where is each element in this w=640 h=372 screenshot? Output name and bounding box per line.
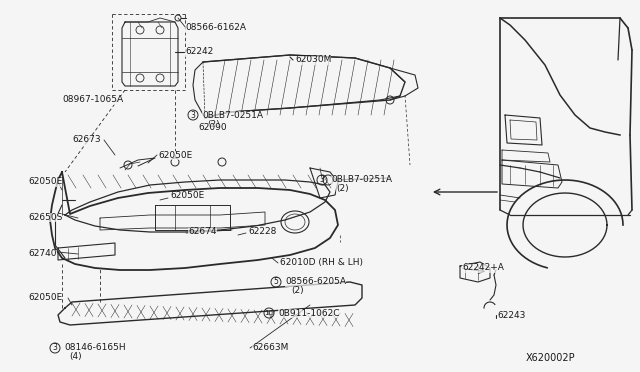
- Text: 62030M: 62030M: [295, 55, 332, 64]
- Text: X620002P: X620002P: [526, 353, 575, 363]
- Text: 62663M: 62663M: [252, 343, 289, 353]
- Text: 08967-1065A: 08967-1065A: [62, 96, 123, 105]
- Text: (4): (4): [69, 353, 82, 362]
- Text: 62050E: 62050E: [28, 294, 62, 302]
- Text: (2): (2): [336, 185, 349, 193]
- Text: 08566-6162A: 08566-6162A: [185, 23, 246, 32]
- Text: 10: 10: [264, 310, 273, 316]
- Text: 62050E: 62050E: [28, 177, 62, 186]
- Text: 62050E: 62050E: [158, 151, 192, 160]
- Text: 62242+A: 62242+A: [462, 263, 504, 273]
- Text: 0BLB7-0251A: 0BLB7-0251A: [331, 176, 392, 185]
- Text: 62242: 62242: [185, 48, 213, 57]
- Text: 08566-6205A: 08566-6205A: [285, 278, 346, 286]
- Text: 0B911-1062C: 0B911-1062C: [278, 308, 339, 317]
- Text: 62674: 62674: [188, 228, 216, 237]
- Text: 62050E: 62050E: [170, 192, 204, 201]
- Text: 62010D (RH & LH): 62010D (RH & LH): [280, 257, 363, 266]
- Text: 5: 5: [273, 278, 278, 286]
- Text: 62740: 62740: [28, 250, 56, 259]
- Text: 62228: 62228: [248, 228, 276, 237]
- Text: 3: 3: [319, 176, 324, 185]
- Text: 3: 3: [52, 343, 58, 353]
- Text: 62650S: 62650S: [28, 212, 62, 221]
- Text: 62243: 62243: [497, 311, 525, 320]
- Text: 62673: 62673: [72, 135, 100, 144]
- Text: 0BLB7-0251A: 0BLB7-0251A: [202, 110, 263, 119]
- Text: (2): (2): [207, 119, 220, 128]
- Text: 3: 3: [191, 110, 195, 119]
- Text: 62090: 62090: [198, 124, 227, 132]
- Text: (2): (2): [291, 286, 303, 295]
- Text: 08146-6165H: 08146-6165H: [64, 343, 125, 353]
